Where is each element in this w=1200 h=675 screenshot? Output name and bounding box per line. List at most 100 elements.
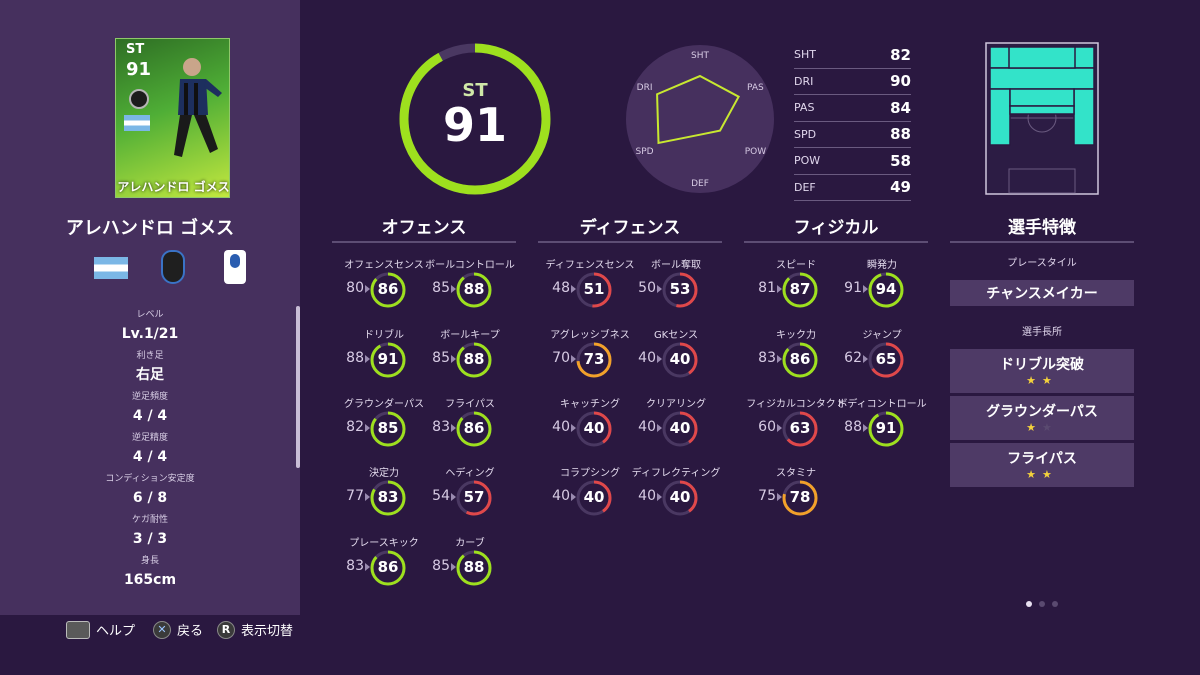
- ability-stat[interactable]: ドリブル 88 91: [332, 326, 414, 382]
- strengths-label: 選手長所: [1022, 327, 1062, 338]
- player-card[interactable]: ST 91 アレハンドロ ゴメス: [115, 38, 230, 198]
- radar-axis-label: POW: [745, 147, 767, 157]
- stat-base-value: 91: [844, 280, 862, 296]
- strength-item[interactable]: フライパス ★★: [950, 443, 1134, 487]
- stat-value: 91: [377, 350, 399, 368]
- ability-stat[interactable]: GKセンス 40 40: [624, 326, 706, 382]
- stat-base-value: 83: [432, 419, 450, 435]
- player-info-panel: ST 91 アレハンドロ ゴメス アレハンドロ ゴメス レベル Lv.1/21 利き…: [0, 0, 300, 615]
- ability-stat[interactable]: ディフェンスセンス 48 51: [538, 256, 634, 312]
- stat-ring: [868, 342, 904, 378]
- radar-axis-label: PAS: [747, 83, 764, 93]
- ability-stat[interactable]: 決定力 77 83: [332, 464, 414, 520]
- increase-arrow-icon: [657, 285, 662, 293]
- increase-arrow-icon: [451, 285, 456, 293]
- strength-item[interactable]: ドリブル突破 ★★: [950, 349, 1134, 393]
- stat-value: 87: [789, 280, 811, 298]
- stat-name: ボール奪取: [651, 260, 701, 271]
- increase-arrow-icon: [571, 493, 576, 501]
- profile-scrollbar[interactable]: [296, 306, 300, 468]
- summary-stat-value: 82: [890, 45, 911, 64]
- strength-item[interactable]: グラウンダーパス ★★: [950, 396, 1134, 440]
- increase-arrow-icon: [571, 355, 576, 363]
- profile-label: ケガ耐性: [131, 515, 168, 525]
- toggle-view-hint[interactable]: R 表示切替: [217, 620, 293, 639]
- help-hint[interactable]: ヘルプ: [66, 620, 135, 639]
- ability-stat[interactable]: グラウンダーパス 82 85: [332, 395, 424, 451]
- ability-stat[interactable]: ボディコントロール 88 91: [830, 395, 927, 451]
- column-header: フィジカル: [744, 213, 928, 243]
- profile-item: 利き足 右足: [0, 349, 300, 390]
- radar-polygon: [656, 74, 740, 145]
- stat-name: コラプシング: [560, 468, 620, 479]
- profile-item: ケガ耐性 3 / 3: [0, 513, 300, 554]
- stat-value: 57: [463, 488, 485, 506]
- help-label: ヘルプ: [96, 624, 136, 639]
- stat-name: ボールキープ: [440, 330, 500, 341]
- stat-ring: [370, 411, 406, 447]
- increase-arrow-icon: [451, 424, 456, 432]
- ability-stat[interactable]: フィジカルコンタクト 60 63: [744, 395, 846, 451]
- stat-base-value: 85: [432, 350, 450, 366]
- playstyle-box[interactable]: チャンスメイカー: [950, 280, 1134, 306]
- ability-stat[interactable]: カーブ 85 88: [418, 534, 500, 590]
- pager-dot: [1052, 601, 1058, 607]
- profile-value: 4 / 4: [132, 449, 168, 465]
- stat-name: 決定力: [369, 468, 399, 479]
- increase-arrow-icon: [365, 285, 370, 293]
- stat-ring: [662, 480, 698, 516]
- stat-name: スタミナ: [776, 468, 816, 479]
- overall-rating: 91: [442, 98, 507, 152]
- summary-stat-key: SHT: [794, 48, 816, 62]
- profile-label: レベル: [136, 310, 164, 320]
- ability-stat[interactable]: ボールコントロール 85 88: [418, 256, 515, 312]
- ability-stat[interactable]: オフェンスセンス 80 86: [332, 256, 424, 312]
- stat-value: 88: [463, 350, 485, 368]
- ability-stat[interactable]: アグレッシブネス 70 73: [538, 326, 630, 382]
- ability-stat[interactable]: スピード 81 87: [744, 256, 826, 312]
- summary-stat-row: POW 58: [794, 148, 911, 175]
- ability-stat[interactable]: クリアリング 40 40: [624, 395, 706, 451]
- ability-stat[interactable]: ヘディング 54 57: [418, 464, 500, 520]
- touchpad-button-icon: [66, 620, 90, 639]
- ability-stat[interactable]: ディフレクティング 40 40: [624, 464, 720, 520]
- cross-button-icon: ✕: [153, 620, 171, 639]
- increase-arrow-icon: [571, 285, 576, 293]
- stat-value: 40: [669, 350, 691, 368]
- ability-stat[interactable]: フライパス 83 86: [418, 395, 500, 451]
- ability-stat[interactable]: ボールキープ 85 88: [418, 326, 500, 382]
- ability-stat[interactable]: キャッチング 40 40: [538, 395, 620, 451]
- increase-arrow-icon: [365, 355, 370, 363]
- stat-ring: [456, 550, 492, 586]
- stat-base-value: 40: [638, 419, 656, 435]
- stat-ring: [370, 342, 406, 378]
- ability-stat[interactable]: プレースキック 83 86: [332, 534, 419, 590]
- r-button-icon: R: [217, 620, 235, 639]
- increase-arrow-icon: [451, 355, 456, 363]
- ability-stat[interactable]: 瞬発力 91 94: [830, 256, 912, 312]
- stat-ring: [662, 272, 698, 308]
- stat-name: スピード: [776, 260, 816, 271]
- profile-value: 6 / 8: [132, 490, 168, 506]
- stat-value: 88: [463, 280, 485, 298]
- stat-name: ディフェンスセンス: [545, 260, 635, 271]
- position-field-map[interactable]: [985, 42, 1099, 195]
- club-crest-icon: [129, 89, 149, 109]
- summary-stat-row: DRI 90: [794, 69, 911, 95]
- stat-base-value: 83: [758, 350, 776, 366]
- strength-stars: ★★: [1026, 421, 1058, 434]
- card-position: ST: [126, 42, 145, 57]
- stat-ring: [782, 411, 818, 447]
- stat-base-value: 40: [638, 488, 656, 504]
- radar-background: [626, 45, 774, 193]
- ability-stat[interactable]: コラプシング 40 40: [538, 464, 620, 520]
- summary-stat-value: 90: [890, 72, 911, 91]
- ability-stat[interactable]: スタミナ 75 78: [744, 464, 826, 520]
- ability-stat[interactable]: キック力 83 86: [744, 326, 826, 382]
- stat-value: 51: [583, 280, 605, 298]
- column-header: ディフェンス: [538, 213, 722, 243]
- ability-stat[interactable]: ジャンプ 62 65: [830, 326, 912, 382]
- toggle-view-label: 表示切替: [241, 624, 294, 639]
- ability-stat[interactable]: ボール奪取 50 53: [624, 256, 706, 312]
- back-hint[interactable]: ✕ 戻る: [153, 620, 203, 639]
